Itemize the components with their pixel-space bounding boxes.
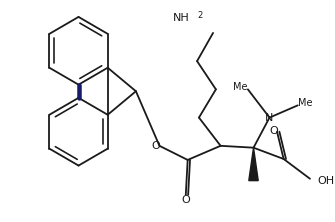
Text: NH: NH	[173, 13, 190, 23]
Text: O: O	[269, 126, 278, 136]
Text: N: N	[265, 113, 274, 123]
Text: Me: Me	[298, 99, 313, 109]
Polygon shape	[249, 148, 258, 181]
Text: 2: 2	[197, 10, 202, 20]
Text: Me: Me	[233, 83, 248, 93]
Text: O: O	[151, 141, 160, 151]
Text: O: O	[182, 195, 190, 205]
Text: OH: OH	[318, 176, 335, 186]
